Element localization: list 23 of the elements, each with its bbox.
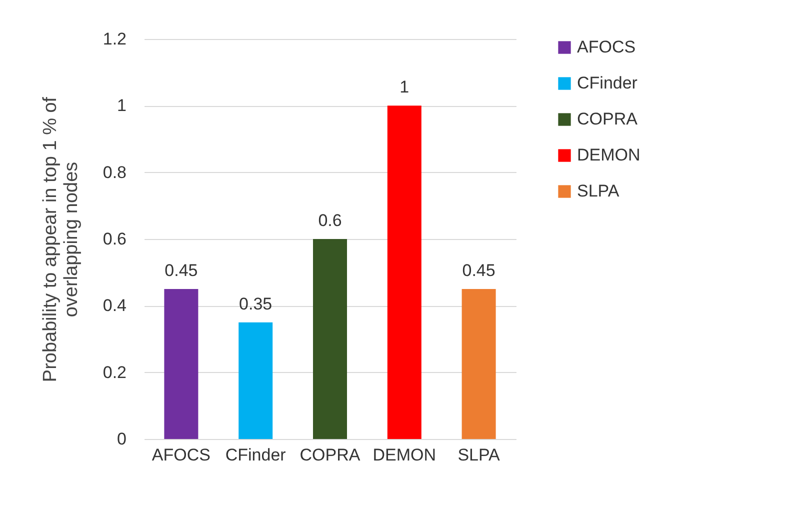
y-tick-label: 0: [117, 430, 126, 448]
y-tick-label: 0.8: [102, 162, 126, 182]
legend-label: CFinder: [577, 74, 638, 92]
y-axis-title: Probability to appear in top 1 % of overlapping nodes: [40, 96, 82, 382]
data-label: 0.6: [318, 211, 342, 230]
x-tick-label: COPRA: [300, 446, 361, 464]
x-tick-label: CFinder: [225, 446, 286, 464]
x-tick-label: SLPA: [458, 446, 501, 464]
y-tick-label: 1.2: [102, 30, 126, 48]
legend-label: SLPA: [577, 182, 620, 200]
y-tick-label: 0.2: [102, 362, 126, 382]
data-label: 0.35: [239, 294, 272, 314]
y-tick-label: 0.6: [102, 230, 126, 248]
data-label: 0.45: [164, 261, 198, 280]
x-tick-label: AFOCS: [152, 446, 210, 464]
x-tick-label: DEMON: [372, 446, 436, 464]
legend-label: AFOCS: [577, 38, 636, 56]
data-label: 0.45: [462, 261, 496, 280]
legend-label: DEMON: [577, 146, 640, 164]
y-tick-label: 1: [117, 96, 126, 116]
legend-label: COPRA: [577, 110, 638, 128]
data-label: 1: [400, 78, 410, 97]
y-tick-label: 0.4: [102, 296, 126, 316]
